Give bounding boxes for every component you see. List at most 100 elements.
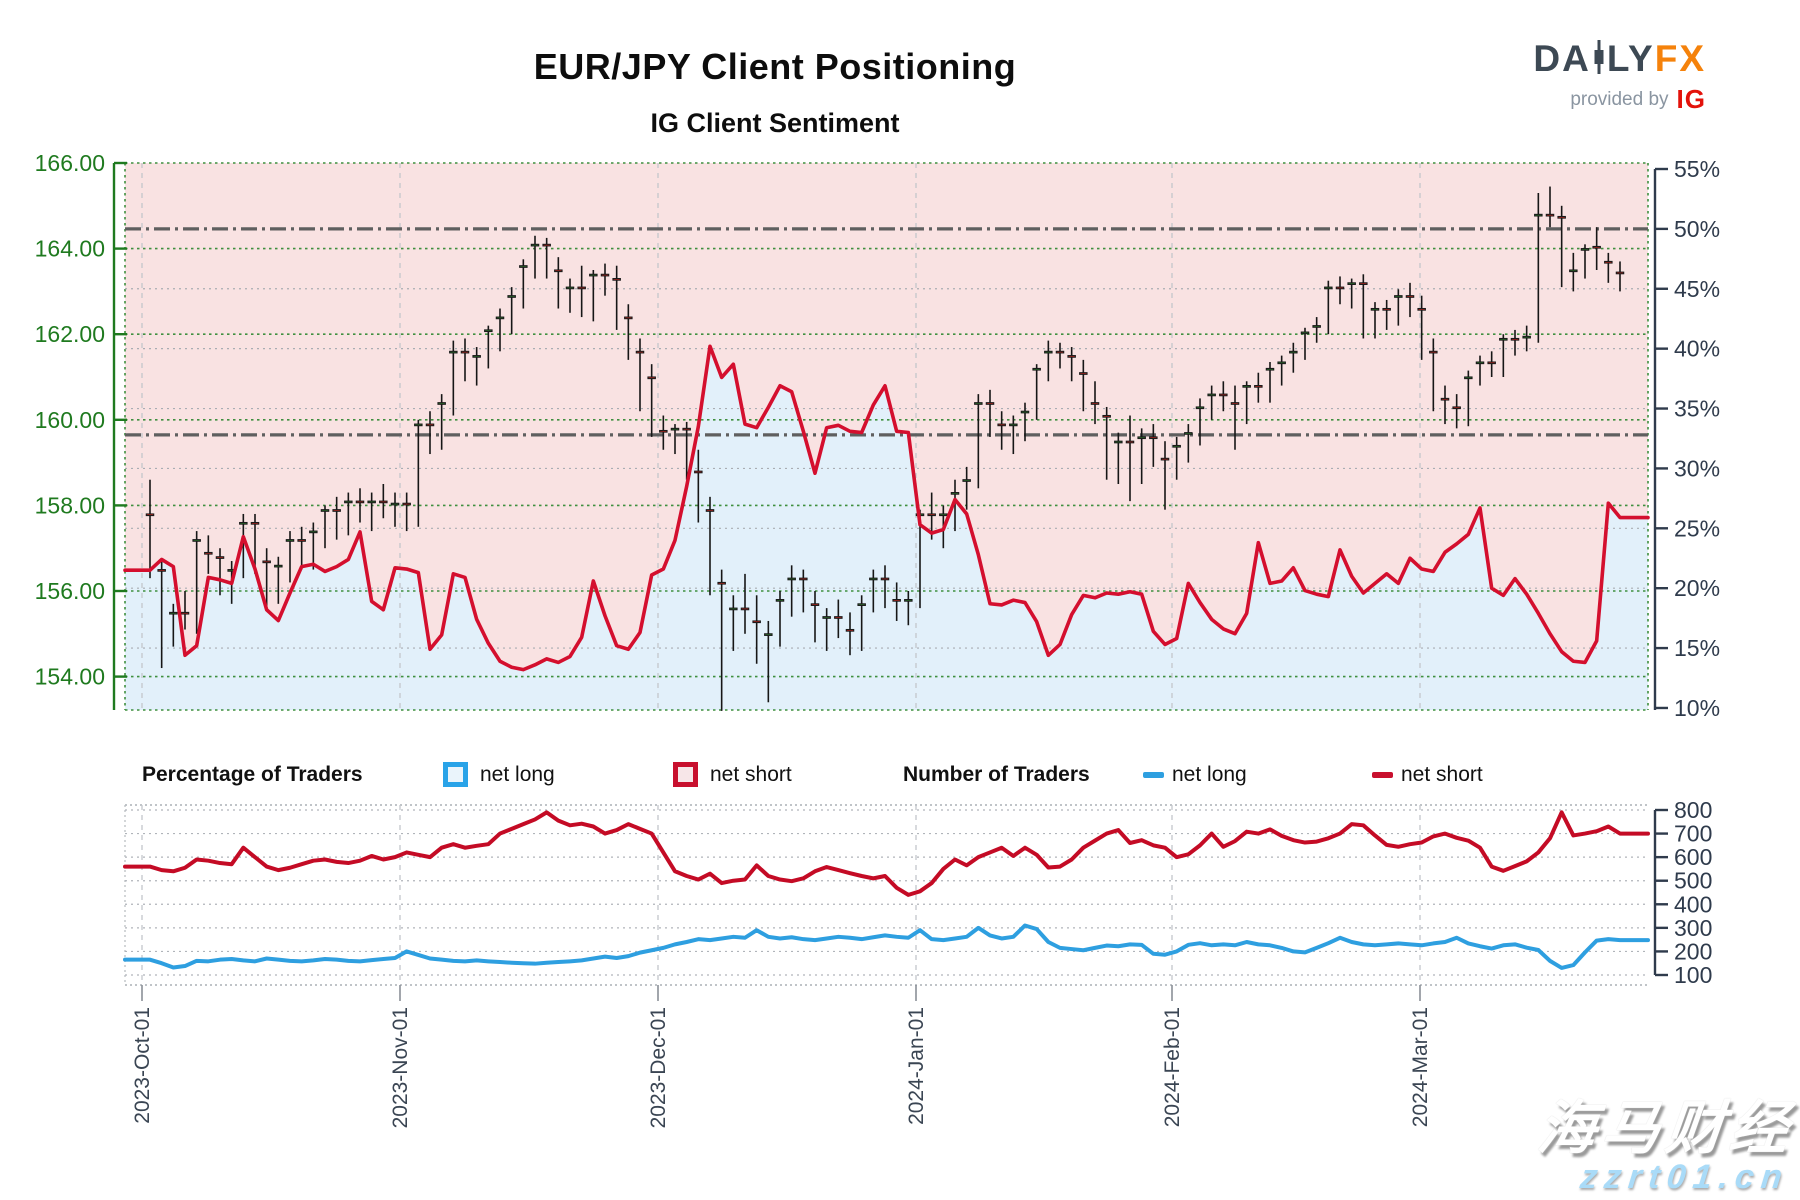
legend-num-net-short-label: net short bbox=[1401, 763, 1483, 786]
logo-provided-by: provided by bbox=[1570, 88, 1669, 110]
svg-text:2023-Oct-01: 2023-Oct-01 bbox=[131, 1007, 154, 1124]
net-long-square-icon bbox=[443, 762, 468, 787]
candle bbox=[1160, 457, 1170, 461]
candle bbox=[1347, 282, 1356, 285]
candle bbox=[1464, 376, 1473, 380]
candle bbox=[320, 509, 330, 512]
traders-line-net-long bbox=[123, 923, 1650, 970]
candle bbox=[740, 607, 750, 611]
candle bbox=[1055, 350, 1065, 354]
candle bbox=[717, 581, 726, 585]
candle bbox=[297, 539, 306, 542]
candle bbox=[1557, 215, 1566, 219]
svg-text:158.00: 158.00 bbox=[35, 492, 105, 518]
svg-text:400: 400 bbox=[1674, 891, 1712, 917]
candle bbox=[367, 500, 376, 504]
candle bbox=[845, 628, 855, 632]
candle bbox=[1335, 286, 1345, 290]
candle bbox=[880, 577, 890, 581]
logo-text-fx: FX bbox=[1654, 38, 1706, 79]
candle bbox=[1114, 440, 1123, 444]
candle bbox=[402, 502, 411, 506]
svg-text:2023-Nov-01: 2023-Nov-01 bbox=[389, 1007, 412, 1128]
ig-logo: IG bbox=[1676, 84, 1706, 114]
candle bbox=[647, 376, 656, 380]
svg-text:25%: 25% bbox=[1674, 515, 1720, 541]
candle bbox=[764, 633, 773, 636]
legend-pct-net-long-label: net long bbox=[480, 763, 555, 786]
candle bbox=[822, 616, 831, 619]
candle bbox=[460, 350, 470, 354]
candle bbox=[1312, 325, 1321, 328]
candle bbox=[192, 539, 201, 542]
candle bbox=[355, 500, 365, 504]
candle bbox=[554, 269, 563, 273]
svg-text:164.00: 164.00 bbox=[35, 236, 105, 262]
candle bbox=[869, 577, 878, 581]
svg-text:166.00: 166.00 bbox=[35, 150, 105, 176]
candle bbox=[274, 564, 283, 568]
svg-text:2023-Dec-01: 2023-Dec-01 bbox=[647, 1007, 670, 1128]
svg-text:200: 200 bbox=[1674, 938, 1712, 964]
sentiment-fills bbox=[125, 163, 1648, 710]
svg-text:10%: 10% bbox=[1674, 695, 1720, 721]
candle bbox=[1440, 397, 1450, 401]
candle bbox=[390, 502, 400, 506]
candle bbox=[939, 513, 948, 517]
candle bbox=[1300, 331, 1310, 335]
svg-text:15%: 15% bbox=[1674, 635, 1720, 661]
candle bbox=[530, 243, 540, 247]
candle bbox=[1569, 269, 1578, 273]
candle bbox=[635, 350, 645, 354]
candle bbox=[332, 509, 341, 512]
candle bbox=[157, 569, 166, 572]
svg-text:2024-Feb-01: 2024-Feb-01 bbox=[1161, 1007, 1184, 1127]
candle bbox=[612, 278, 621, 281]
candle bbox=[857, 603, 866, 606]
candle bbox=[239, 521, 248, 525]
candle bbox=[379, 500, 388, 504]
candle bbox=[962, 479, 971, 482]
candle bbox=[1534, 213, 1543, 217]
candle bbox=[787, 577, 796, 581]
candle bbox=[1090, 402, 1100, 405]
candle bbox=[729, 607, 738, 611]
candle bbox=[1545, 213, 1555, 217]
legend-pct-net-short-label: net short bbox=[710, 763, 792, 786]
svg-text:45%: 45% bbox=[1674, 276, 1720, 302]
candle bbox=[1172, 444, 1181, 448]
candle bbox=[1487, 361, 1496, 365]
candle bbox=[985, 402, 995, 405]
candle bbox=[495, 316, 505, 320]
candle bbox=[1149, 436, 1158, 440]
candle bbox=[1580, 248, 1590, 251]
svg-text:55%: 55% bbox=[1674, 156, 1720, 182]
svg-text:300: 300 bbox=[1674, 915, 1712, 941]
svg-text:30%: 30% bbox=[1674, 455, 1720, 481]
candle bbox=[589, 273, 598, 277]
candle bbox=[834, 616, 843, 619]
candle bbox=[1219, 393, 1228, 397]
candle bbox=[437, 402, 446, 405]
candle bbox=[1615, 271, 1625, 275]
svg-text:600: 600 bbox=[1674, 844, 1712, 870]
candle bbox=[1475, 361, 1485, 365]
candle bbox=[1254, 385, 1263, 388]
watermark-url: zzrt01.cn bbox=[1578, 1158, 1791, 1197]
candle bbox=[250, 521, 260, 525]
svg-text:2024-Jan-01: 2024-Jan-01 bbox=[905, 1007, 928, 1125]
candle bbox=[1499, 337, 1508, 341]
svg-text:700: 700 bbox=[1674, 821, 1712, 847]
traders-line-net-short bbox=[123, 810, 1650, 897]
sentiment-gridlines bbox=[124, 162, 1649, 711]
svg-text:20%: 20% bbox=[1674, 575, 1720, 601]
candle bbox=[285, 539, 295, 542]
candle bbox=[1324, 286, 1333, 290]
candle bbox=[1289, 350, 1298, 354]
candle bbox=[1125, 440, 1135, 444]
candle bbox=[1452, 406, 1461, 410]
candle bbox=[600, 273, 610, 277]
candle bbox=[215, 556, 225, 559]
candle bbox=[997, 423, 1006, 427]
